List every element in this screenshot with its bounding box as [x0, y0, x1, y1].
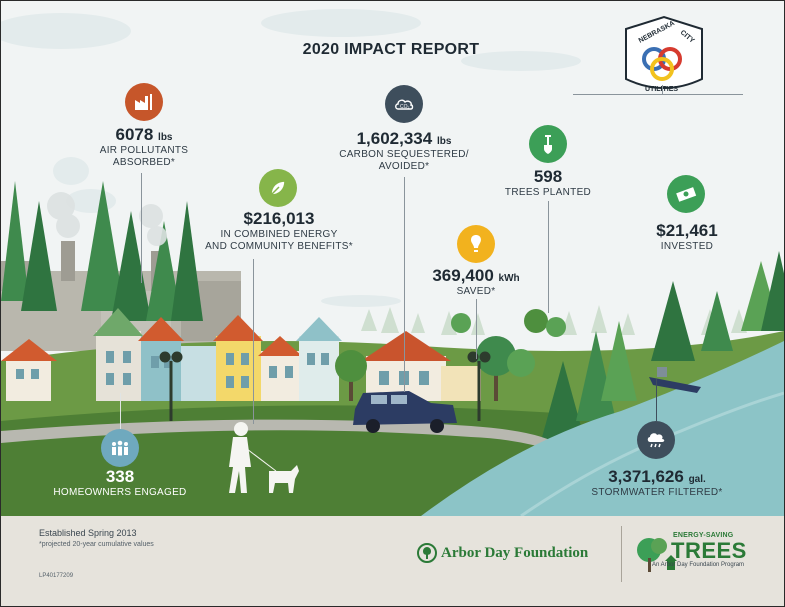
air-pollutants-label-2: ABSORBED*	[112, 157, 176, 168]
stormwater-stat: 3,371,626 gal. STORMWATER FILTERED*	[579, 467, 735, 499]
trees-text: TREES	[671, 538, 747, 563]
sidewalk	[1, 419, 561, 453]
stormwater-leader	[656, 379, 657, 421]
homeowners-label: HOMEOWNERS ENGAGED	[53, 487, 187, 498]
projection-note: *projected 20-year cumulative values	[39, 541, 154, 548]
carbon-icon-circle: CO₂	[385, 85, 423, 123]
energy-saving-text: ENERGY-SAVING	[673, 532, 734, 539]
footer: Established Spring 2013 *projected 20-ye…	[1, 516, 784, 606]
air-pollutants-value: 6078	[115, 125, 154, 144]
logo-bottom-text: UTILITIES	[645, 86, 678, 93]
air-pollutants-unit: lbs	[158, 132, 173, 143]
leaf-icon	[270, 180, 286, 196]
carbon-value: 1,602,334	[356, 129, 433, 148]
stormwater-icon-circle	[637, 421, 675, 459]
energy-saved-value: 369,400	[432, 266, 494, 285]
co2-cloud-icon: CO₂	[395, 99, 414, 110]
carbon-leader	[404, 177, 405, 392]
factory-smoke	[47, 192, 167, 246]
right-evergreens	[541, 251, 784, 441]
shovel-icon	[544, 135, 552, 154]
community-benefits-icon-circle	[259, 169, 297, 207]
factory-icon	[135, 94, 152, 110]
boat-illustration	[649, 367, 701, 393]
homeowners-stat: 338 HOMEOWNERS ENGAGED	[41, 467, 199, 499]
stormwater-value: 3,371,626	[608, 467, 684, 486]
homeowners-icon-circle	[101, 429, 139, 467]
co2-icon-text: CO₂	[400, 104, 410, 110]
river	[421, 341, 784, 516]
carbon-label-1: CARBON SEQUESTERED/	[339, 149, 469, 160]
arbor-day-foundation-text: Arbor Day Foundation	[441, 544, 589, 561]
logo-leader-horizontal	[573, 94, 743, 95]
logo-leader-vertical	[662, 85, 663, 95]
arbor-day-foundation-logo: Arbor Day Foundation	[417, 543, 588, 563]
left-evergreens	[1, 181, 203, 321]
stormwater-label: STORMWATER FILTERED*	[591, 487, 723, 498]
invested-icon-circle	[667, 175, 705, 213]
invested-stat: $21,461 INVESTED	[637, 221, 737, 253]
trees-planted-label: TREES PLANTED	[504, 187, 592, 198]
air-pollutants-label-1: AIR POLLUTANTS	[99, 145, 189, 156]
nebraska-city-utilities-logo: NEBRASKA CITY UTILITIES	[625, 15, 703, 93]
air-pollutants-leader	[141, 173, 142, 283]
trees-planted-value: 598	[533, 167, 563, 186]
people-icon	[112, 440, 128, 456]
invested-label: INVESTED	[660, 241, 714, 252]
carbon-stat: 1,602,334 lbs CARBON SEQUESTERED/ AVOIDE…	[323, 129, 485, 173]
energy-saved-unit: kWh	[498, 273, 520, 284]
carbon-unit: lbs	[436, 136, 452, 147]
energy-saving-trees-tree-icon	[637, 538, 677, 572]
community-benefits-label-1: IN COMBINED ENERGY	[220, 229, 338, 240]
invested-value: $21,461	[656, 221, 718, 240]
program-subtitle: An Arbor Day Foundation Program	[652, 562, 745, 568]
money-icon	[676, 187, 697, 202]
footer-divider	[621, 526, 622, 582]
energy-saved-leader	[476, 299, 477, 359]
homeowners-leader	[120, 393, 121, 429]
lightbulb-icon	[471, 235, 481, 252]
energy-saved-stat: 369,400 kWh SAVED*	[413, 266, 539, 298]
report-title: 2020 IMPACT REPORT	[302, 41, 480, 58]
document-code: LP40177209	[39, 573, 74, 579]
stormwater-unit: gal.	[688, 474, 706, 485]
car-illustration	[353, 391, 457, 433]
trees-planted-leader	[548, 201, 549, 313]
carbon-label-2: AVOIDED*	[378, 161, 430, 172]
energy-saved-label: SAVED*	[456, 286, 496, 297]
lamp-posts	[159, 351, 491, 421]
arbor-day-tree-icon	[417, 543, 437, 563]
energy-saved-icon-circle	[457, 225, 495, 263]
community-benefits-stat: $216,013 IN COMBINED ENERGY AND COMMUNIT…	[201, 209, 357, 253]
homeowners-value: 338	[105, 467, 135, 486]
round-trees	[335, 309, 566, 401]
air-pollutants-stat: 6078 lbs AIR POLLUTANTS ABSORBED*	[81, 125, 207, 169]
woman-walking-dog	[229, 422, 299, 493]
community-benefits-label-2: AND COMMUNITY BENEFITS*	[205, 241, 353, 252]
trees-planted-stat: 598 TREES PLANTED	[491, 167, 605, 199]
trees-planted-icon-circle	[529, 125, 567, 163]
houses	[1, 308, 481, 401]
established-text: Established Spring 2013	[39, 528, 137, 538]
community-benefits-value: $216,013	[243, 209, 315, 228]
community-benefits-leader	[253, 259, 254, 424]
rain-cloud-icon	[647, 433, 665, 448]
air-pollutants-icon-circle	[125, 83, 163, 121]
